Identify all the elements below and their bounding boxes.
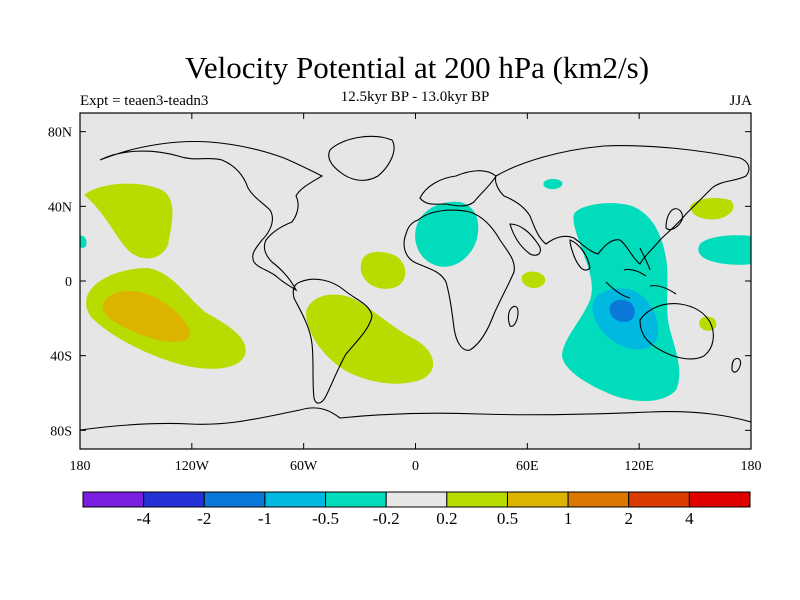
contour-strong-south-pacific [102, 290, 191, 342]
season-label: JJA [729, 93, 752, 109]
contour-negative-arctic [543, 179, 563, 190]
coastline-madagascar [507, 305, 519, 327]
contour-positive-south-america [306, 294, 434, 384]
x-tick-label: 0 [412, 459, 419, 474]
colorbar-label: -1 [258, 509, 272, 528]
colorbar-swatch [688, 491, 751, 508]
colorbar-swatch [567, 491, 630, 508]
coastline-japan [665, 208, 683, 231]
contour-positive-nw-pacific [690, 198, 734, 220]
y-tick-label: 80S [50, 424, 72, 439]
colorbar-swatch [82, 491, 145, 508]
colorbar-swatch [506, 491, 569, 508]
colorbar-swatch [385, 491, 448, 508]
colorbar-label: -0.2 [373, 509, 400, 528]
contour-positive-north-pacific [84, 183, 173, 259]
x-tick-label: 60E [516, 459, 539, 474]
chart-title: Velocity Potential at 200 hPa (km2/s) [184, 50, 650, 85]
contour-positive-dateline-edge [80, 235, 87, 248]
coastline-australia [639, 303, 714, 360]
coastline-africa [403, 209, 515, 351]
coastline-europe [419, 170, 497, 207]
colorbar-label: -0.5 [312, 509, 339, 528]
coastline-greenland [328, 135, 395, 181]
colorbar-swatch [325, 491, 387, 508]
colorbar-label: 0.5 [497, 509, 518, 528]
colorbar-label: 4 [685, 509, 694, 528]
y-tick-label: 40S [50, 350, 72, 365]
colorbar-swatch [203, 491, 266, 508]
y-tick-label: 80N [48, 126, 72, 141]
colorbar-label: 2 [624, 509, 633, 528]
coastline-antarctica [80, 407, 751, 431]
colorbar-swatch [446, 491, 508, 508]
x-tick-label: 60W [290, 459, 318, 474]
contour-strong-negative-indian-ocean [609, 299, 635, 322]
colorbar-swatch [628, 491, 690, 508]
y-tick-label: 40N [48, 200, 72, 215]
contour-negative-west-pacific [698, 235, 751, 265]
coastline-north-america [99, 140, 324, 292]
coastline-arabia-india [509, 223, 591, 271]
colorbar-swatch [143, 491, 205, 508]
coastlines [80, 135, 751, 431]
x-tick-label: 120W [175, 459, 210, 474]
coastline-new-zealand [731, 357, 742, 373]
contour-positive-east-africa [521, 271, 546, 288]
contour-fills [80, 179, 751, 402]
x-axis-ticks: 180 120W 60W 0 60E 120E 180 [70, 113, 762, 474]
colorbar-label: -2 [197, 509, 211, 528]
y-axis-ticks: 80N 40N 0 40S 80S [48, 126, 751, 439]
contour-negative-north-africa [415, 201, 479, 267]
chart-subtitle: 12.5kyr BP - 13.0kyr BP [340, 89, 490, 105]
y-tick-label: 0 [65, 275, 72, 290]
colorbar: -4 -2 -1 -0.5 -0.2 0.2 0.5 1 2 4 [82, 491, 751, 528]
x-tick-label: 180 [70, 459, 91, 474]
colorbar-label: 1 [564, 509, 573, 528]
contour-positive-atlantic [360, 251, 406, 289]
colorbar-label: 0.2 [436, 509, 457, 528]
x-tick-label: 180 [741, 459, 762, 474]
coastline-southeast-asia-islands [605, 247, 677, 299]
coastline-south-america [292, 278, 373, 404]
experiment-label: Expt = teaen3-teadn3 [80, 93, 209, 109]
colorbar-label: -4 [137, 509, 152, 528]
colorbar-swatch [264, 491, 327, 508]
x-tick-label: 120E [624, 459, 654, 474]
